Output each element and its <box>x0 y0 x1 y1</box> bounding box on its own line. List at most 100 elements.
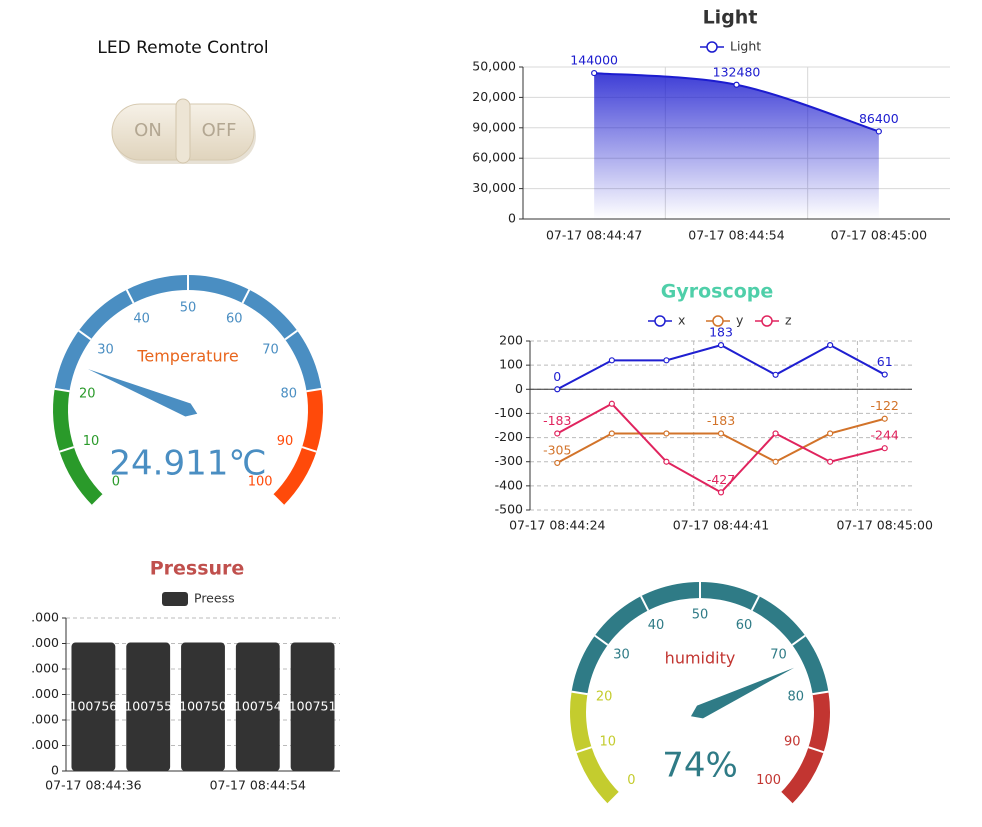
y-tick-label: .000 <box>31 635 59 650</box>
legend-label: Preess <box>194 591 235 606</box>
x-tick-label: 07-17 08:44:24 <box>509 518 605 533</box>
gauge-band <box>53 388 104 506</box>
gauge-tick-label: 100 <box>248 475 273 490</box>
gauge-split <box>808 746 824 754</box>
data-label: 100754 <box>234 698 282 713</box>
gauge-tick-label: 60 <box>226 312 243 327</box>
point <box>608 400 615 407</box>
data-label: 61 <box>877 354 893 369</box>
gauge-pointer <box>88 369 198 417</box>
y-tick-label: 50,000 <box>472 59 516 74</box>
switch-off-label[interactable]: OFF <box>202 120 237 141</box>
x-tick-label: 07-17 08:44:54 <box>210 778 306 793</box>
gauge-band <box>570 691 620 804</box>
point <box>663 458 670 465</box>
data-label: -183 <box>543 413 571 428</box>
legend-label: x <box>678 313 685 328</box>
point <box>717 430 725 437</box>
point <box>827 342 834 349</box>
led-switch[interactable]: ON OFF <box>111 98 256 164</box>
point <box>608 430 615 437</box>
line <box>556 343 886 391</box>
switch-on-label[interactable]: ON <box>134 120 162 141</box>
gauge-split <box>301 446 317 453</box>
point <box>881 371 888 378</box>
point <box>881 415 888 422</box>
legend-marker <box>761 315 773 327</box>
x-tick-label: 07-17 08:44:47 <box>546 228 642 243</box>
switch-knob[interactable] <box>175 98 191 164</box>
y-tick-label: .000 <box>31 686 59 701</box>
gauge-tick-label: 20 <box>79 387 96 402</box>
x-tick-label: 07-17 08:44:54 <box>688 228 784 243</box>
data-label: 183 <box>709 325 733 340</box>
y-tick-label: 90,000 <box>472 119 516 134</box>
area <box>594 73 879 219</box>
gauge-split <box>78 329 92 341</box>
chart-title: Light <box>703 7 758 29</box>
data-label: -305 <box>543 442 571 457</box>
point <box>875 128 882 135</box>
point <box>554 459 561 467</box>
data-label: 100756 <box>70 698 118 713</box>
y-tick-label: 0 <box>508 211 516 226</box>
gauge-tick-label: 90 <box>277 434 294 449</box>
data-label: -427 <box>707 472 735 487</box>
point <box>827 430 834 437</box>
gauge-tick-label: 40 <box>648 618 665 633</box>
gauge-split <box>125 289 135 304</box>
gauge-split <box>791 634 806 646</box>
y-tick-label: 60,000 <box>472 150 516 165</box>
gauge-value: 24.911℃ <box>109 444 266 484</box>
gauge-split <box>306 387 322 393</box>
bar <box>235 642 280 771</box>
gauge-band <box>54 274 322 392</box>
point <box>881 445 888 452</box>
gauge-value: 74% <box>662 746 738 786</box>
y-tick-label: .000 <box>31 661 59 676</box>
gauge-split <box>640 595 650 611</box>
gauge-tick-label: 10 <box>599 734 616 749</box>
point <box>827 458 834 465</box>
data-label: -122 <box>871 398 899 413</box>
point <box>772 458 779 465</box>
point <box>554 386 561 393</box>
gauge-pointer <box>690 667 795 719</box>
gauge-split <box>284 329 298 341</box>
gauge-split <box>59 446 75 453</box>
point <box>663 357 670 364</box>
gauge-split <box>594 634 609 646</box>
y-tick-label: -400 <box>495 477 523 492</box>
legend-marker <box>654 315 666 327</box>
gauge-tick-label: 90 <box>784 734 801 749</box>
x-tick-label: 07-17 08:45:00 <box>831 228 927 243</box>
gauge-tick-label: 10 <box>83 434 100 449</box>
point <box>554 430 561 437</box>
y-tick-label: .000 <box>31 712 59 727</box>
y-tick-label: .000 <box>31 737 59 752</box>
gauge-band <box>272 388 323 506</box>
gauge-tick-label: 100 <box>756 773 781 788</box>
gauge-split <box>779 791 793 805</box>
point <box>717 342 725 349</box>
data-label: 0 <box>553 369 561 384</box>
y-tick-label: 0 <box>515 381 523 396</box>
gauge-band <box>780 691 830 804</box>
bar <box>181 642 225 771</box>
data-label: -183 <box>707 413 735 428</box>
x-tick-label: 07-17 08:44:41 <box>673 518 769 533</box>
y-tick-label: 0 <box>51 763 59 778</box>
gauge-split <box>750 595 760 611</box>
gauge-tick-label: 0 <box>112 475 120 490</box>
legend-label: z <box>785 313 792 328</box>
y-tick-label: -500 <box>495 502 523 517</box>
gauge-tick-label: 20 <box>596 689 613 704</box>
point <box>772 371 779 378</box>
point <box>772 430 779 437</box>
y-tick-label: -300 <box>495 453 523 468</box>
gauge-split <box>241 289 251 304</box>
gauge-title: humidity <box>665 649 736 668</box>
legend-label: Light <box>730 39 761 54</box>
gauge-tick-label: 60 <box>736 618 753 633</box>
